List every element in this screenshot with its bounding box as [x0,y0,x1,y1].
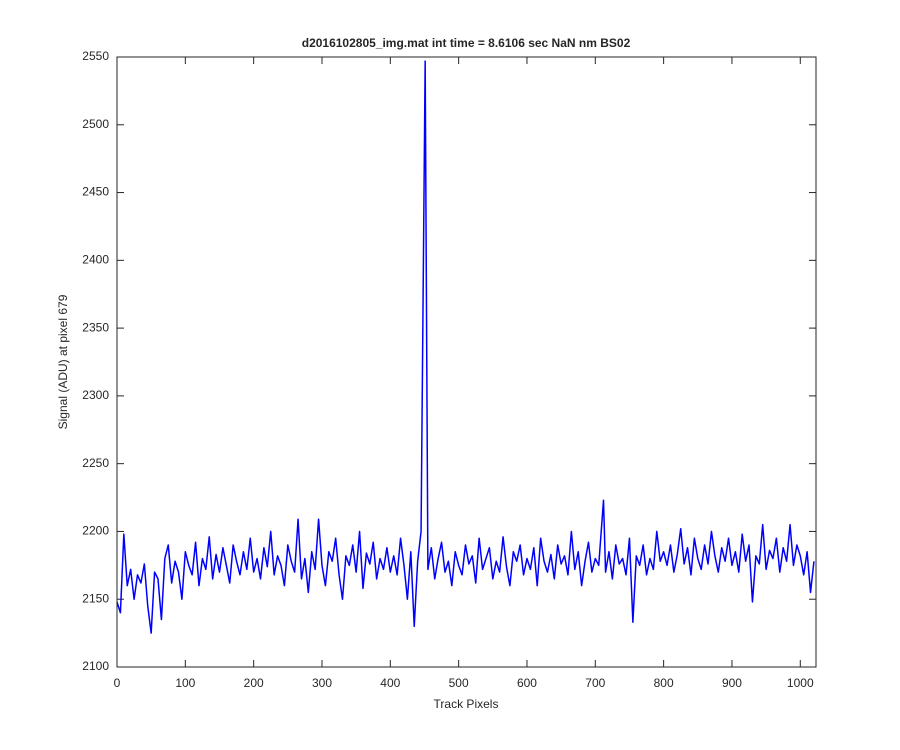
y-tick-label: 2100 [82,659,109,673]
signal-line [116,60,815,634]
y-tick-label: 2350 [82,320,109,334]
y-tick-label: 2200 [82,524,109,538]
chart-title: d2016102805_img.mat int time = 8.6106 se… [302,36,631,50]
x-tick-label: 1000 [787,676,814,690]
x-tick-label: 900 [722,676,742,690]
y-tick-label: 2450 [82,185,109,199]
x-tick-label: 100 [175,676,195,690]
y-tick-label: 2250 [82,456,109,470]
x-tick-label: 200 [244,676,264,690]
x-tick-label: 0 [114,676,121,690]
x-tick-label: 600 [517,676,537,690]
x-tick-label: 400 [380,676,400,690]
y-axis-label: Signal (ADU) at pixel 679 [56,294,70,429]
x-tick-label: 500 [449,676,469,690]
axes-box [116,56,817,668]
y-tick-label: 2400 [82,253,109,267]
x-axis-label: Track Pixels [434,697,499,711]
y-tick-label: 2550 [82,49,109,63]
x-tick-label: 800 [654,676,674,690]
y-tick-label: 2150 [82,591,109,605]
y-tick-label: 2500 [82,117,109,131]
x-tick-label: 700 [585,676,605,690]
y-tick-label: 2300 [82,388,109,402]
x-tick-label: 300 [312,676,332,690]
